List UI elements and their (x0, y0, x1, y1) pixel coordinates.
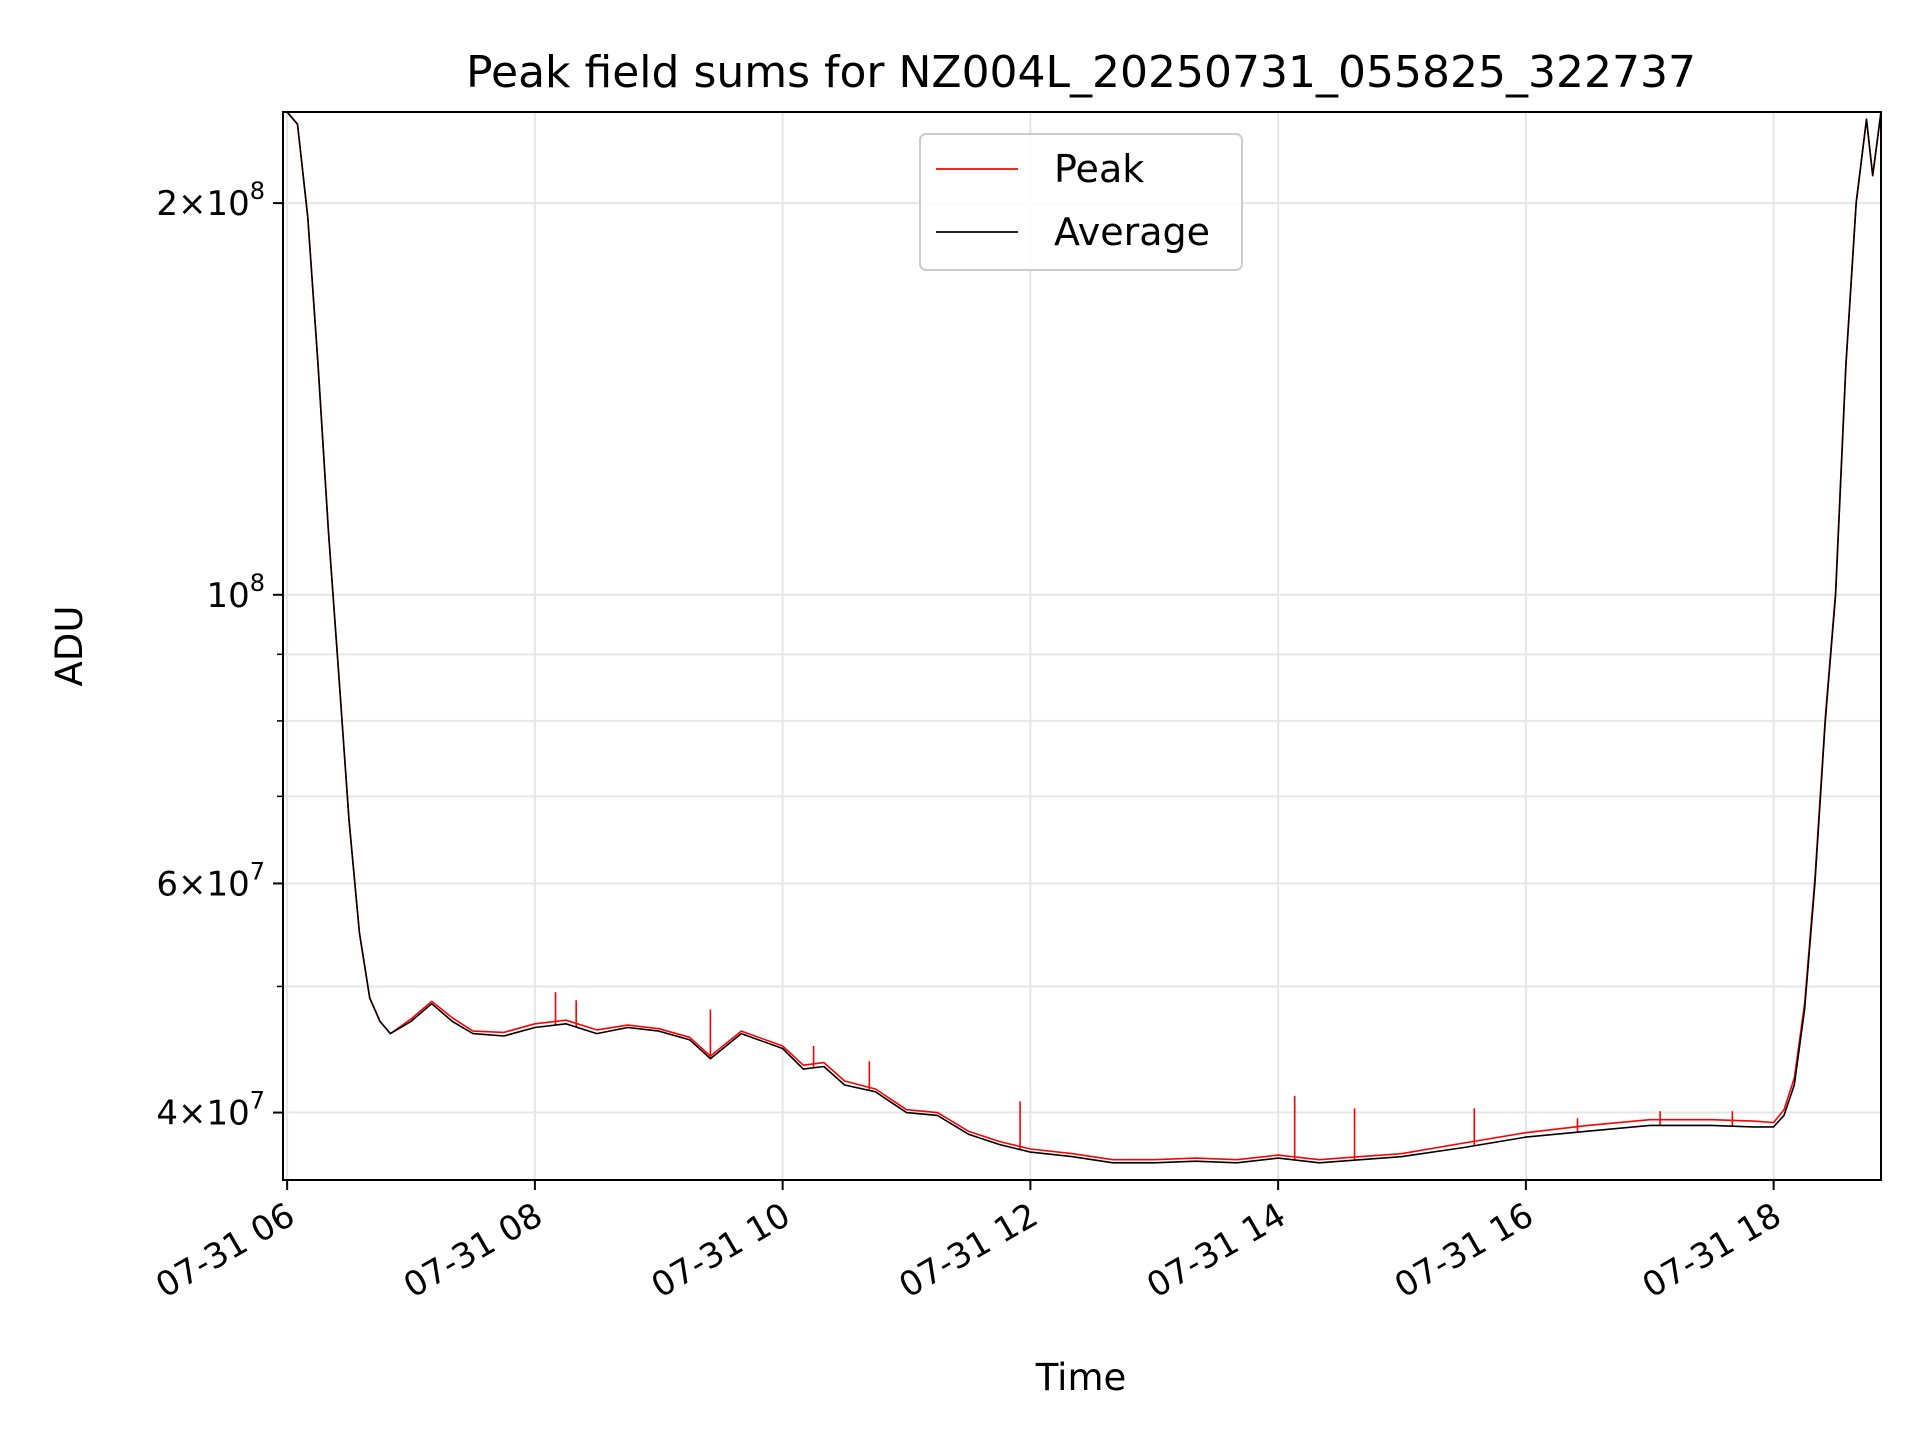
series-layer (286, 112, 1881, 1164)
legend-label-average: Average (1054, 210, 1210, 254)
series-line-average (286, 112, 1881, 1164)
legend: Peak Average (919, 133, 1243, 271)
chart-title: Peak field sums for NZ004L_20250731_0558… (466, 47, 1696, 98)
y-tick-label: 4×107 (156, 1087, 265, 1134)
y-axis-label: ADU (48, 606, 91, 687)
y-tick-label: 108 (206, 569, 265, 616)
x-axis-label: Time (1035, 1356, 1127, 1399)
legend-label-peak: Peak (1054, 147, 1144, 191)
plot-frame (282, 111, 1882, 1181)
y-axis: 4×107 6×107 108 2×108 (156, 177, 283, 1134)
y-tick-label: 2×108 (156, 177, 265, 224)
legend-box (919, 133, 1243, 271)
y-tick-label: 6×107 (156, 857, 265, 904)
